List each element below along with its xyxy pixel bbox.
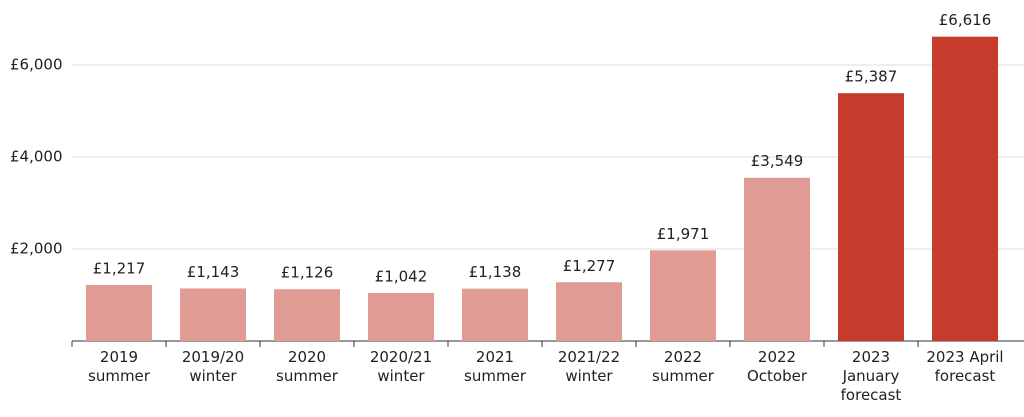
- bar: [368, 293, 434, 341]
- value-label: £1,971: [657, 225, 710, 243]
- bar: [462, 288, 528, 341]
- y-tick-label: £6,000: [10, 56, 63, 74]
- value-label: £1,217: [93, 260, 146, 278]
- value-label: £1,042: [375, 268, 428, 286]
- bar: [650, 250, 716, 341]
- bar: [274, 289, 340, 341]
- x-tick-label: 2020 summer: [276, 348, 338, 385]
- value-label: £6,616: [939, 11, 992, 29]
- x-tick-label: 2022 October: [746, 348, 808, 385]
- y-tick-label: £2,000: [10, 240, 63, 258]
- x-tick-label: 2022 summer: [652, 348, 714, 385]
- x-tick-label: 2023 January forecast: [840, 348, 902, 404]
- value-label: £1,277: [563, 257, 616, 275]
- value-label: £1,126: [281, 264, 334, 282]
- bar: [744, 177, 810, 341]
- x-tick-label: 2019/20 winter: [181, 348, 245, 385]
- bar: [556, 282, 622, 341]
- value-label: £1,138: [469, 263, 522, 281]
- y-tick-label: £4,000: [10, 148, 63, 166]
- x-tick-label: 2020/21 winter: [369, 348, 433, 385]
- value-label: £1,143: [187, 263, 240, 281]
- value-label: £5,387: [845, 68, 898, 86]
- x-tick-label: 2023 April forecast: [926, 348, 1004, 385]
- bar: [86, 285, 152, 341]
- x-tick-label: 2021/22 winter: [557, 348, 621, 385]
- bar: [932, 36, 998, 341]
- x-tick-label: 2019 summer: [88, 348, 150, 385]
- bar: [838, 93, 904, 341]
- value-label: £3,549: [751, 152, 804, 170]
- bar: [180, 288, 246, 341]
- x-tick-label: 2021 summer: [464, 348, 526, 385]
